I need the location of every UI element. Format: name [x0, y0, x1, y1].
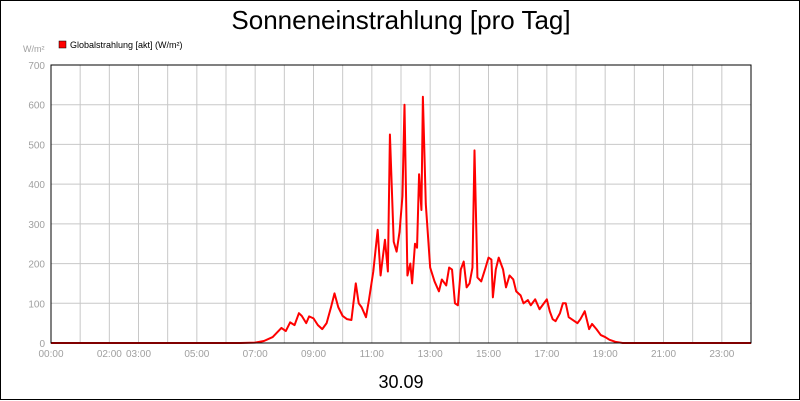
x-tick-label: 07:00: [243, 349, 268, 360]
legend: Globalstrahlung [akt] (W/m²): [58, 40, 183, 50]
x-tick-label: 19:00: [593, 349, 618, 360]
x-tick-label: 03:00: [126, 349, 151, 360]
legend-label: Globalstrahlung [akt] (W/m²): [70, 40, 183, 50]
x-tick-label: 23:00: [709, 349, 734, 360]
x-tick-label: 13:00: [418, 349, 443, 360]
x-tick-label: 00:00: [38, 349, 63, 360]
x-tick-label: 15:00: [476, 349, 501, 360]
y-tick-label: 200: [28, 260, 45, 271]
x-tick-label: 09:00: [301, 349, 326, 360]
chart-title: Sonneneinstrahlung [pro Tag]: [231, 5, 570, 35]
x-axis-date-label: 30.09: [378, 372, 423, 392]
x-tick-label: 21:00: [651, 349, 676, 360]
y-tick-label: 0: [39, 339, 45, 350]
x-tick-label: 05:00: [184, 349, 209, 360]
x-tick-label: 02:00: [97, 349, 122, 360]
y-tick-label: 500: [28, 140, 45, 151]
y-tick-label: 300: [28, 220, 45, 231]
series-line: [51, 95, 751, 344]
series-layer: [51, 95, 751, 344]
y-tick-label: 400: [28, 180, 45, 191]
y-tick-label: 100: [28, 299, 45, 310]
y-tick-labels: 0 100 200 300 400 500 600 700: [28, 61, 45, 350]
x-tick-label: 11:00: [360, 349, 385, 360]
y-axis-label: W/m²: [23, 44, 45, 54]
x-tick-label: 17:00: [534, 349, 559, 360]
y-tick-label: 600: [28, 101, 45, 112]
legend-swatch: [58, 40, 67, 49]
x-tick-labels: 00:00 02:00 03:00 05:00 07:00 09:00 11:00 13:00…: [38, 349, 734, 360]
plot-border: [50, 64, 752, 344]
y-tick-label: 700: [28, 61, 45, 72]
